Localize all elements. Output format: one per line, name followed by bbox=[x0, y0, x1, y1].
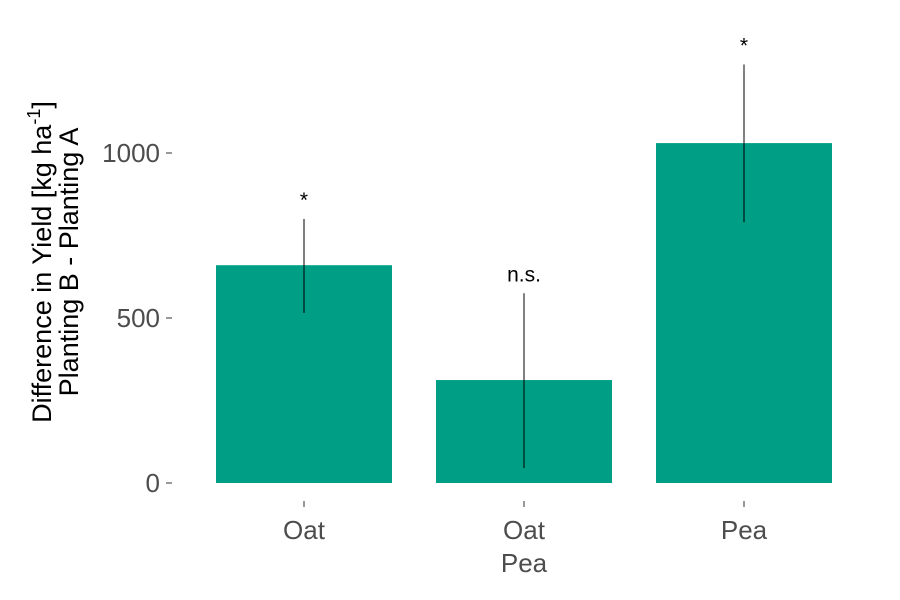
x-tick-label: Oat bbox=[503, 515, 546, 545]
x-tick-label: Pea bbox=[501, 548, 548, 578]
y-tick-label: 500 bbox=[117, 303, 160, 333]
x-tick-label: Pea bbox=[721, 515, 768, 545]
y-tick-label: 1000 bbox=[102, 138, 160, 168]
x-tick-label: Oat bbox=[283, 515, 326, 545]
y-axis-title-line1: Difference in Yield [kg ha-1] bbox=[24, 101, 57, 423]
y-axis-title-line1-end: ] bbox=[27, 101, 57, 109]
significance-label: n.s. bbox=[507, 263, 541, 286]
y-tick-label: 0 bbox=[146, 468, 160, 498]
significance-label: * bbox=[740, 35, 748, 58]
y-axis-title: Difference in Yield [kg ha-1] Planting B… bbox=[24, 101, 84, 423]
y-axis-title-line2: Planting B - Planting A bbox=[54, 128, 84, 397]
y-axis-title-superscript: -1 bbox=[24, 109, 44, 125]
y-axis-title-line1-main: Difference in Yield [kg ha bbox=[27, 124, 57, 423]
y-axis: 0 500 1000 bbox=[102, 138, 172, 498]
significance-labels: * n.s. * bbox=[300, 35, 748, 287]
error-bars-group bbox=[303, 64, 745, 469]
significance-label: * bbox=[300, 189, 308, 212]
